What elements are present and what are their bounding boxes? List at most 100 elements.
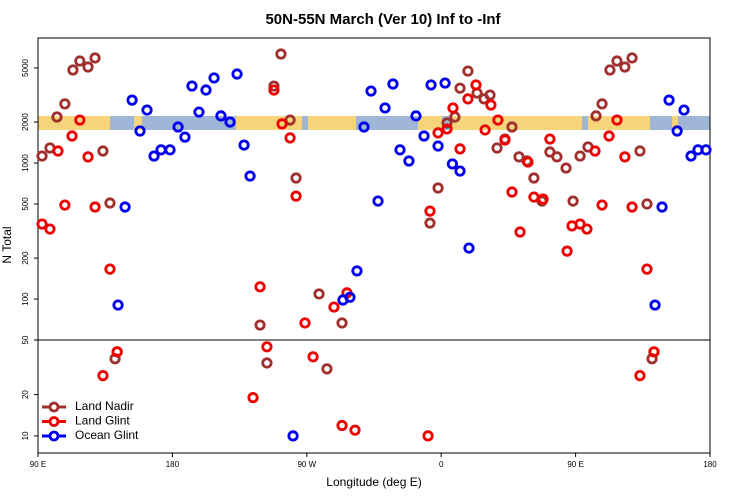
point [186,80,198,92]
y-tick-label: 100 [21,292,30,306]
point [590,110,602,122]
point [290,172,302,184]
point [134,125,146,137]
point [44,223,56,235]
point [215,110,227,122]
point [641,198,653,210]
point [208,72,220,84]
point [148,150,160,162]
point [611,55,623,67]
point [97,370,109,382]
point [59,199,71,211]
point [275,48,287,60]
point [372,195,384,207]
point [574,218,586,230]
point [626,201,638,213]
point [424,217,436,229]
point [454,82,466,94]
point [349,424,361,436]
x-tick-label: 90 E [30,460,46,469]
point [485,99,497,111]
point [74,55,86,67]
point [678,104,690,116]
legend-marker [48,401,60,413]
point [387,78,399,90]
y-tick-label: 50 [21,335,30,344]
point [336,317,348,329]
point [439,77,451,89]
point [648,346,660,358]
x-tick-label: 90 W [297,460,316,469]
point [344,291,356,303]
land-band [308,116,356,130]
point [89,52,101,64]
point [492,114,504,126]
point [454,165,466,177]
legend-marker [48,416,60,427]
legend-marker [48,430,60,442]
chart-title: 50N-55N March (Ver 10) Inf to -Inf [265,11,501,28]
point [561,245,573,257]
point [551,151,563,163]
x-tick-label: 90 E [567,460,583,469]
point [441,123,453,135]
point [671,125,683,137]
point [365,85,377,97]
point [506,121,518,133]
point [155,144,167,156]
point [244,170,256,182]
point [537,193,549,205]
point [328,301,340,313]
point [172,121,184,133]
land-band [134,116,142,130]
point [193,106,205,118]
y-tick-label: 10 [21,431,30,440]
point [82,61,94,73]
point [589,145,601,157]
point [425,79,437,91]
point [626,52,638,64]
point [462,65,474,77]
point [641,263,653,275]
land-band [672,116,678,130]
point [284,132,296,144]
point [254,281,266,293]
y-tick-label: 200 [21,251,30,265]
point [379,102,391,114]
point [544,146,556,158]
point [479,124,491,136]
point [432,182,444,194]
point [567,195,579,207]
land-band [418,116,442,130]
point [596,199,608,211]
point [164,144,176,156]
legend-label: Land Nadir [75,399,134,413]
point [596,98,608,110]
point [432,127,444,139]
point [313,288,325,300]
point [491,142,503,154]
point [574,150,586,162]
point [276,118,288,130]
x-axis-label: Longitude (deg E) [326,475,421,489]
point [321,363,333,375]
point [261,357,273,369]
point [410,110,422,122]
y-tick-label: 500 [21,197,30,211]
point [685,150,697,162]
point [619,151,631,163]
point [663,94,675,106]
point [82,151,94,163]
point [528,172,540,184]
point [581,223,593,235]
point [261,341,273,353]
land-band [38,116,110,130]
point [603,130,615,142]
point [119,201,131,213]
point [66,130,78,142]
point [422,430,434,442]
point [36,218,48,230]
point [268,80,280,92]
point [67,64,79,76]
point [238,139,250,151]
